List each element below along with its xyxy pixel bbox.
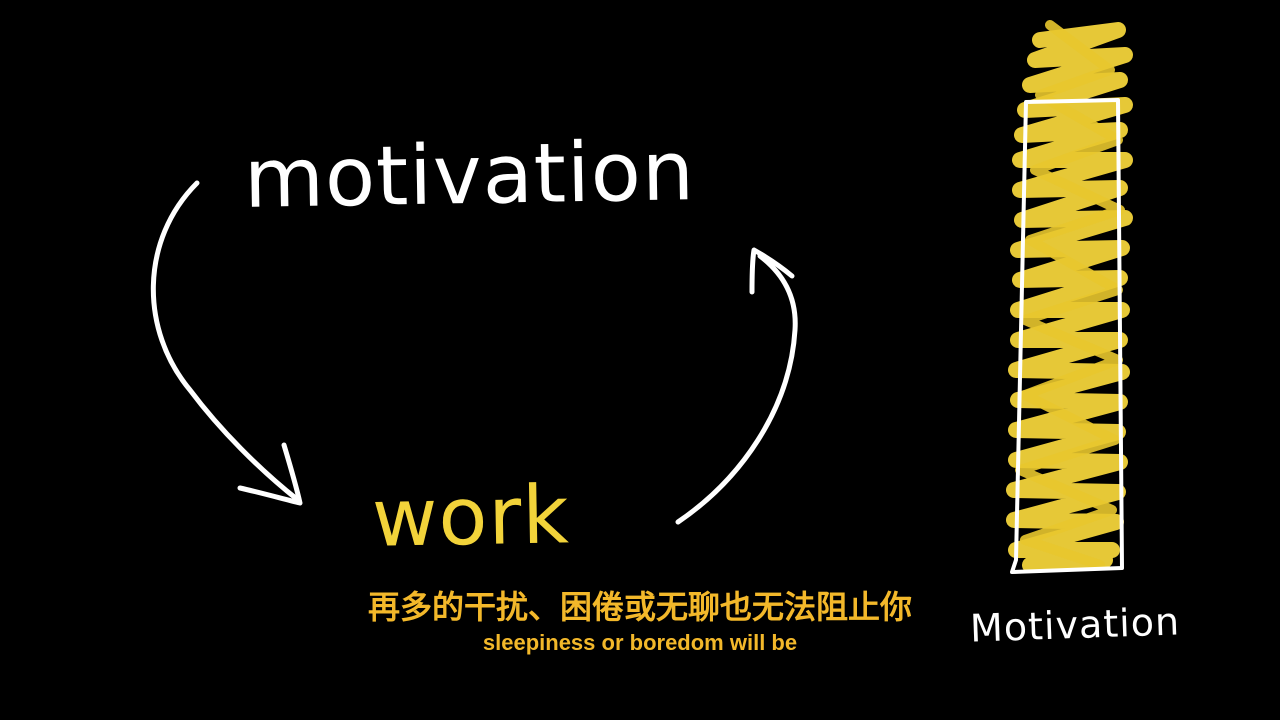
subtitle-english: sleepiness or boredom will be bbox=[482, 630, 798, 655]
meter-fill-scribble-2 bbox=[1015, 20, 1125, 570]
meter-outline bbox=[1010, 98, 1124, 574]
right-cycle-arrow bbox=[675, 253, 798, 525]
subtitle-chinese: 再多的干扰、困倦或无聊也无法阻止你 bbox=[367, 588, 912, 626]
left-cycle-arrow bbox=[150, 180, 301, 503]
motivation-word: motivation bbox=[243, 124, 696, 227]
motivation-meter bbox=[1006, 20, 1133, 574]
work-word: work bbox=[371, 468, 571, 565]
left-arrowhead bbox=[237, 442, 303, 506]
right-arrowhead bbox=[749, 247, 795, 295]
